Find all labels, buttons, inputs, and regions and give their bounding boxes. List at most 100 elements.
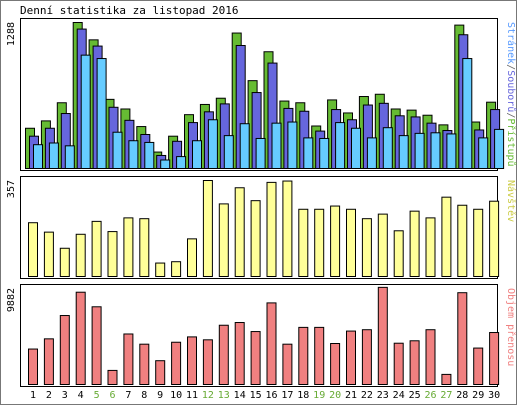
visits-panel-bar-n-v-t-v-15 [250, 200, 261, 277]
x-tick-label-30: 30 [488, 390, 500, 401]
transfer-panel-bar-objem-p-enosu-22 [361, 329, 372, 385]
hits-panel-bar-str-nek-13 [223, 135, 234, 170]
hits-panel-series-label-part-2: / [505, 64, 516, 70]
transfer-panel-bar-objem-p-enosu-8 [139, 343, 150, 385]
hits-panel-bar-str-nek-14 [239, 123, 250, 170]
x-tick-label-26: 26 [424, 390, 436, 401]
transfer-panel-bar-objem-p-enosu-24 [393, 342, 404, 385]
hits-panel-bar-str-nek-15 [255, 137, 266, 170]
visits-panel-bar-n-v-t-v-28 [457, 204, 468, 278]
hits-panel-bar-str-nek-24 [398, 135, 409, 170]
visits-panel-bar-n-v-t-v-8 [139, 218, 150, 277]
hits-panel-bar-str-nek-12 [207, 119, 218, 170]
visits-panel-bar-n-v-t-v-5 [91, 220, 102, 277]
x-tick-label-6: 6 [109, 390, 115, 401]
visits-panel-series-label-part-1: Návštěv [505, 180, 517, 222]
x-tick-label-21: 21 [345, 390, 357, 401]
hits-panel-bar-str-nek-25 [414, 132, 425, 169]
transfer-panel-bar-objem-p-enosu-21 [346, 330, 356, 385]
visits-panel-bar-n-v-t-v-14 [234, 187, 245, 277]
transfer-panel-bar-objem-p-enosu-5 [91, 306, 102, 385]
x-tick-label-11: 11 [186, 390, 198, 401]
transfer-panel-bar-objem-p-enosu-19 [314, 326, 325, 385]
visits-panel-bar-n-v-t-v-17 [282, 180, 293, 277]
x-tick-label-22: 22 [361, 390, 373, 401]
transfer-panel-bar-objem-p-enosu-29 [473, 347, 484, 385]
transfer-panel-bar-objem-p-enosu-14 [234, 322, 245, 385]
hits-panel-bar-str-nek-22 [366, 137, 377, 169]
x-tick-label-2: 2 [46, 390, 52, 401]
visits-panel-bar-n-v-t-v-19 [314, 208, 325, 277]
transfer-panel-bar-objem-p-enosu-23 [377, 286, 388, 385]
hits-panel-bar-str-nek-28 [462, 58, 473, 169]
transfer-panel-bar-objem-p-enosu-18 [298, 326, 309, 385]
visits-panel-bar-n-v-t-v-4 [75, 233, 86, 277]
x-tick-label-20: 20 [329, 390, 341, 401]
x-tick-label-28: 28 [456, 390, 468, 401]
x-tick-label-5: 5 [94, 390, 100, 401]
hits-panel-bar-str-nek-30 [494, 128, 505, 169]
x-tick-label-29: 29 [472, 390, 484, 401]
hits-panel-bar-str-nek-10 [176, 156, 187, 169]
x-tick-label-14: 14 [234, 390, 246, 401]
visits-panel-bar-n-v-t-v-27 [441, 196, 452, 277]
hits-panel-bar-str-nek-1 [33, 144, 43, 169]
visits-panel-ymax-label: 357 [6, 180, 17, 198]
x-tick-label-18: 18 [297, 390, 309, 401]
transfer-panel-bar-objem-p-enosu-25 [409, 340, 420, 385]
transfer-panel-bar-objem-p-enosu-16 [266, 302, 277, 386]
hits-panel-bar-str-nek-16 [271, 122, 282, 169]
hits-panel-series-label-part-3: Souborů [505, 70, 517, 112]
visits-panel-bar-n-v-t-v-21 [346, 208, 356, 277]
visits-panel-bar-n-v-t-v-26 [425, 217, 436, 278]
x-tick-label-17: 17 [281, 390, 293, 401]
hits-panel-bar-str-nek-21 [351, 127, 361, 170]
transfer-panel-bar-objem-p-enosu-1 [28, 348, 38, 386]
transfer-panel-series-label: Objem přenosu [505, 288, 517, 366]
transfer-panel-bar-objem-p-enosu-10 [171, 341, 182, 385]
transfer-panel-bar-objem-p-enosu-4 [75, 291, 86, 386]
hits-panel-bar-str-nek-9 [160, 159, 171, 169]
hits-panel-bar-str-nek-7 [128, 140, 139, 169]
visits-panel-bar-n-v-t-v-23 [377, 213, 388, 278]
chart-title: Denní statistika za listopad 2016 [20, 4, 239, 17]
hits-panel-bar-str-nek-5 [96, 58, 107, 169]
visits-panel-bar-n-v-t-v-29 [473, 208, 484, 277]
hits-panel-bar-str-nek-29 [478, 137, 489, 169]
transfer-panel-bar-objem-p-enosu-9 [155, 360, 166, 386]
visits-panel-bar-n-v-t-v-24 [393, 230, 404, 278]
x-tick-label-10: 10 [170, 390, 182, 401]
transfer-panel-bar-objem-p-enosu-28 [457, 292, 468, 385]
hits-panel-bar-str-nek-26 [430, 132, 441, 169]
transfer-panel-bar-objem-p-enosu-17 [282, 343, 293, 385]
visits-panel-bar-n-v-t-v-30 [489, 200, 500, 278]
hits-panel-series-label-part-4: / [505, 112, 516, 118]
hits-panel-bar-str-nek-2 [48, 142, 59, 170]
transfer-panel-bar-objem-p-enosu-20 [330, 343, 341, 385]
x-tick-label-16: 16 [265, 390, 277, 401]
x-tick-label-4: 4 [78, 390, 84, 401]
x-tick-label-24: 24 [393, 390, 405, 401]
x-tick-label-19: 19 [313, 390, 325, 401]
transfer-panel-series-label-part-1: Objem přenosu [505, 288, 517, 366]
x-tick-label-3: 3 [62, 390, 68, 401]
hits-panel-bar-str-nek-6 [112, 131, 123, 170]
transfer-panel-bar-objem-p-enosu-15 [250, 331, 261, 385]
hits-panel-ymax-label: 1288 [6, 22, 17, 46]
visits-panel-bar-n-v-t-v-9 [155, 262, 166, 278]
x-tick-label-1: 1 [30, 390, 36, 401]
visits-panel-bar-n-v-t-v-25 [409, 210, 420, 277]
x-tick-label-15: 15 [250, 390, 262, 401]
hits-panel-bar-str-nek-19 [319, 137, 330, 170]
visits-panel-bar-n-v-t-v-10 [171, 261, 182, 277]
hits-panel-bar-str-nek-23 [382, 127, 393, 169]
visits-panel-bar-n-v-t-v-11 [187, 238, 197, 277]
hits-panel-series-label: Stránek/Souborů/Přístupů [505, 22, 517, 167]
x-tick-label-7: 7 [125, 390, 131, 401]
hits-panel-bar-str-nek-20 [335, 122, 346, 169]
transfer-panel-bar-objem-p-enosu-11 [187, 336, 197, 385]
visits-panel-bar-n-v-t-v-22 [361, 218, 372, 277]
visits-panel-bar-n-v-t-v-6 [107, 231, 118, 277]
